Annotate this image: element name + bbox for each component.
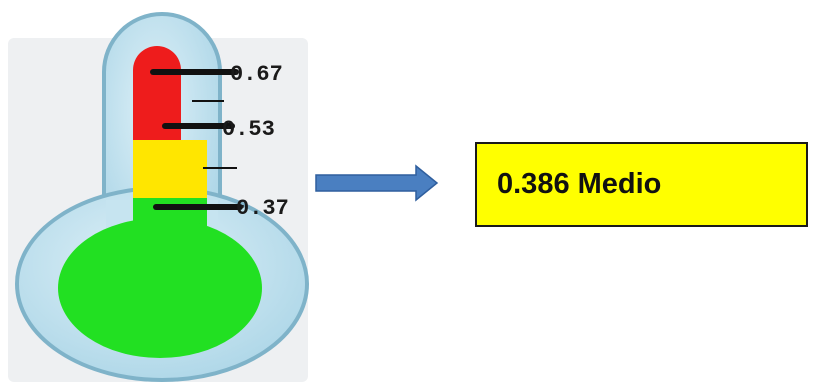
- result-label: 0.386 Medio: [497, 168, 662, 200]
- tick-label-067: 0.67: [230, 62, 283, 87]
- thermometer-ticks: [150, 69, 243, 210]
- tick-label-037: 0.37: [236, 196, 289, 221]
- arrow-right: [315, 164, 439, 202]
- tick-label-053: 0.53: [222, 117, 275, 142]
- zone-low-bulb: [58, 218, 262, 358]
- tick-labels: 0.67 0.53 0.37: [222, 62, 289, 221]
- zone-medium: [133, 140, 207, 200]
- result-box: 0.386 Medio: [475, 142, 808, 227]
